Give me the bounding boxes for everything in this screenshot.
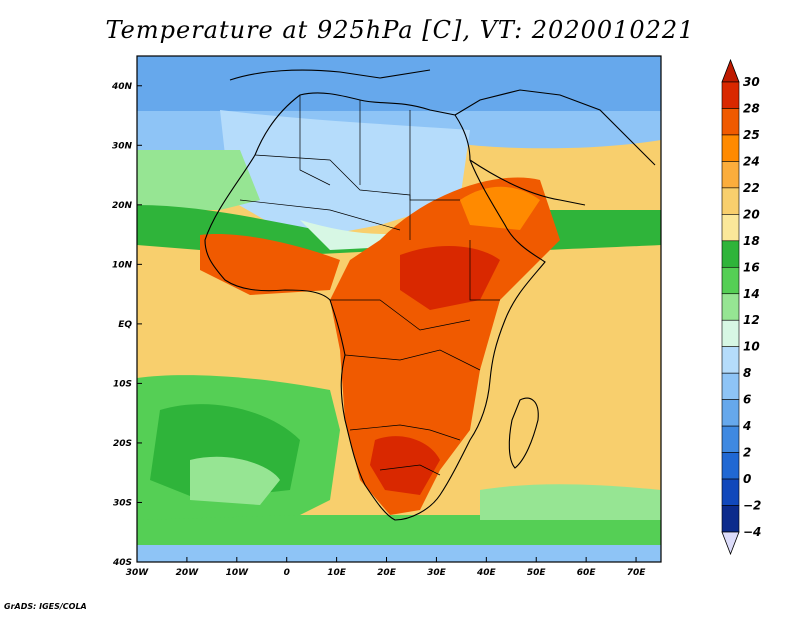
colorbar-label: 6 <box>743 393 751 407</box>
lon-tick-label: 0 <box>284 568 290 578</box>
latitude-axis: 40N 30N 20N 10N EQ 10S 20S 30S 40S <box>111 82 142 568</box>
lon-tick-label: 30E <box>427 568 447 578</box>
grads-credit: GrADS: IGES/COLA <box>4 602 87 611</box>
colorbar-swatch <box>721 108 740 136</box>
colorbar-label: 2 <box>743 446 751 460</box>
lon-tick-label: 20E <box>377 568 397 578</box>
colorbar-label: −4 <box>743 525 761 539</box>
colorbar-swatch <box>721 240 740 268</box>
colorbar-label: −2 <box>743 499 761 513</box>
colorbar-swatch <box>721 134 740 162</box>
lat-tick-label: 10N <box>112 260 133 270</box>
colorbar-swatch <box>721 425 740 453</box>
colorbar-label: 12 <box>743 313 760 327</box>
colorbar-label: 10 <box>743 340 760 354</box>
colorbar-bottom-arrow <box>721 531 740 556</box>
lat-tick-label: 30N <box>112 141 133 151</box>
lon-tick-label: 10E <box>327 568 347 578</box>
colorbar-swatch <box>721 161 740 189</box>
colorbar-label: 4 <box>742 419 751 433</box>
lat-tick-label: 30S <box>113 498 132 508</box>
country-borders <box>239 95 500 476</box>
colorbar-label: 20 <box>743 207 760 221</box>
temperature-field <box>137 56 661 562</box>
colorbar-label: 18 <box>743 234 760 248</box>
colorbar-top-arrow <box>721 58 740 83</box>
lon-tick-label: 40E <box>476 568 497 578</box>
colorbar-swatch <box>721 372 740 400</box>
lon-tick-label: 50E <box>527 568 547 578</box>
lat-tick-label: 40N <box>111 82 133 92</box>
colorbar-swatch <box>721 266 740 295</box>
lat-tick-label: 20S <box>113 439 132 449</box>
colorbar-swatch <box>721 452 740 480</box>
colorbar-label: 22 <box>743 181 760 195</box>
colorbar-swatch <box>721 293 740 321</box>
lon-tick-label: 60E <box>577 568 597 578</box>
colorbar-swatch <box>721 399 740 427</box>
map-title: Temperature at 925hPa [C], VT: 202001022… <box>105 16 695 44</box>
colorbar-swatch <box>721 478 740 506</box>
colorbar-label: 24 <box>743 154 760 168</box>
colorbar-swatch <box>721 187 740 215</box>
colorbar-label: 0 <box>743 472 751 486</box>
colorbar-label: 30 <box>743 75 760 89</box>
colorbar-swatch <box>721 214 740 242</box>
map-frame <box>136 55 662 563</box>
colorbar-label: 8 <box>743 366 751 380</box>
colorbar-label: 16 <box>743 260 760 274</box>
colorbar-swatch <box>721 346 740 374</box>
lat-tick-label: 20N <box>112 201 133 211</box>
colorbar-swatch <box>721 505 740 533</box>
longitude-axis: 30W 20W 10W 0 10E 20E 30E 40E 50E 60E 70E <box>126 557 646 578</box>
lon-tick-label: 30W <box>126 568 150 578</box>
lat-tick-label: EQ <box>118 320 132 330</box>
lat-tick-label: 10S <box>113 379 132 389</box>
lon-tick-label: 10W <box>226 568 250 578</box>
lat-tick-label: 40S <box>112 558 132 568</box>
colorbar-label: 25 <box>743 128 760 142</box>
colorbar-swatch <box>721 319 740 348</box>
colorbar-label: 28 <box>743 101 760 115</box>
lon-tick-label: 70E <box>627 568 647 578</box>
colorbar-label: 14 <box>743 287 760 301</box>
colorbar-swatch <box>721 81 740 109</box>
lon-tick-label: 20W <box>176 568 200 578</box>
